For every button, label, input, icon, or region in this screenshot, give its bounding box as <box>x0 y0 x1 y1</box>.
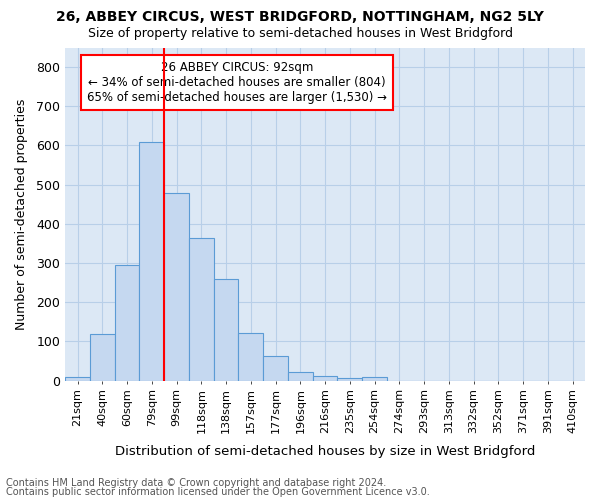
Bar <box>288 372 313 380</box>
Bar <box>337 378 362 380</box>
Text: 26 ABBEY CIRCUS: 92sqm
← 34% of semi-detached houses are smaller (804)
65% of se: 26 ABBEY CIRCUS: 92sqm ← 34% of semi-det… <box>87 61 387 104</box>
Text: Contains public sector information licensed under the Open Government Licence v3: Contains public sector information licen… <box>6 487 430 497</box>
Bar <box>115 265 139 380</box>
Bar <box>90 334 115 380</box>
Text: Contains HM Land Registry data © Crown copyright and database right 2024.: Contains HM Land Registry data © Crown c… <box>6 478 386 488</box>
Bar <box>214 278 238 380</box>
Y-axis label: Number of semi-detached properties: Number of semi-detached properties <box>15 98 28 330</box>
Bar <box>189 238 214 380</box>
Bar <box>263 356 288 380</box>
Bar <box>65 378 90 380</box>
Text: 26, ABBEY CIRCUS, WEST BRIDGFORD, NOTTINGHAM, NG2 5LY: 26, ABBEY CIRCUS, WEST BRIDGFORD, NOTTIN… <box>56 10 544 24</box>
Bar <box>238 333 263 380</box>
Bar <box>313 376 337 380</box>
X-axis label: Distribution of semi-detached houses by size in West Bridgford: Distribution of semi-detached houses by … <box>115 444 535 458</box>
Text: Size of property relative to semi-detached houses in West Bridgford: Size of property relative to semi-detach… <box>88 28 512 40</box>
Bar <box>164 192 189 380</box>
Bar <box>362 378 387 380</box>
Bar <box>139 142 164 380</box>
